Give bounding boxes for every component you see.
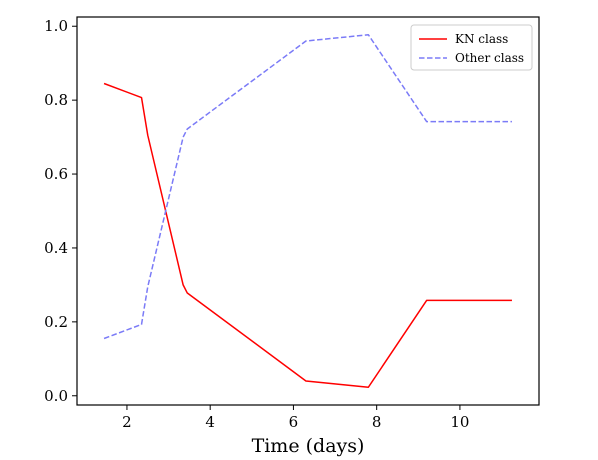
y-tick-label: 1.0 xyxy=(44,17,68,35)
legend-box xyxy=(410,24,533,71)
legend-label: Other class xyxy=(455,51,524,65)
series-line-other-class xyxy=(103,33,512,340)
x-axis-label: Time (days) xyxy=(252,435,365,457)
x-axis: 2 4 6 8 10 xyxy=(122,405,469,431)
y-tick-label: 0.2 xyxy=(44,313,68,331)
x-tick-label: 8 xyxy=(372,413,382,431)
series-line-kn-class xyxy=(103,82,512,389)
plot-area-frame xyxy=(76,16,540,406)
y-axis: 0.0 0.2 0.4 0.6 0.8 1.0 xyxy=(44,17,77,405)
y-tick-label: 0.8 xyxy=(44,91,68,109)
x-tick-label: 4 xyxy=(205,413,215,431)
series-lines xyxy=(103,33,512,389)
y-tick-label: 0.0 xyxy=(44,387,68,405)
x-tick-label: 10 xyxy=(450,413,469,431)
y-tick-label: 0.6 xyxy=(44,165,68,183)
legend: KN class Other class xyxy=(410,24,533,71)
y-tick-label: 0.4 xyxy=(44,239,68,257)
x-tick-label: 2 xyxy=(122,413,132,431)
x-tick-label: 6 xyxy=(289,413,299,431)
legend-label: KN class xyxy=(455,32,508,46)
